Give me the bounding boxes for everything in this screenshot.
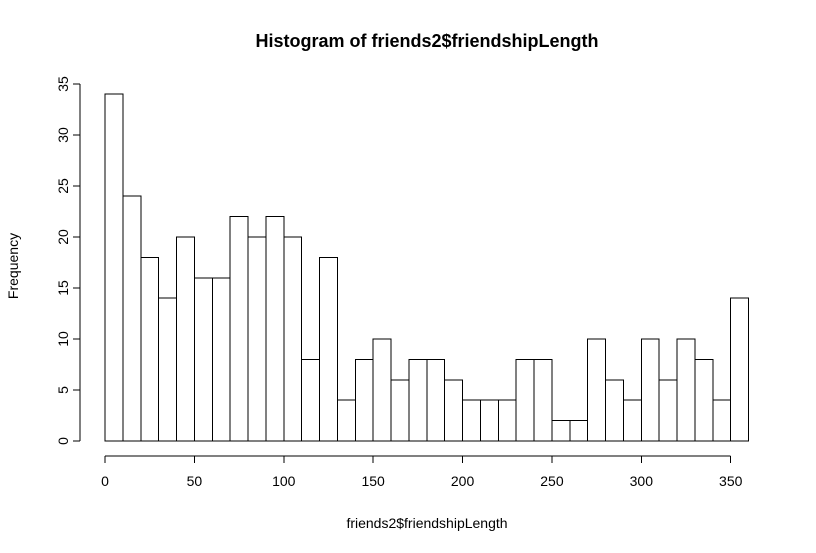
x-tick-label: 250 xyxy=(540,473,564,489)
y-tick-label: 25 xyxy=(55,178,71,194)
y-tick-label: 35 xyxy=(55,76,71,92)
x-tick-label: 350 xyxy=(719,473,743,489)
histogram-bar xyxy=(640,338,660,442)
histogram-bar xyxy=(319,256,338,442)
y-tick-label: 10 xyxy=(55,331,71,347)
histogram-bar xyxy=(569,420,589,442)
histogram-bar xyxy=(283,236,303,442)
histogram-bar xyxy=(694,358,714,442)
histogram-bar xyxy=(426,358,446,442)
histogram-bar xyxy=(408,358,428,442)
histogram-bar xyxy=(104,93,124,442)
histogram-bar xyxy=(676,338,696,442)
x-axis: 0 50 100 150 200 250 300 350 xyxy=(101,455,743,489)
histogram-bar xyxy=(336,399,356,442)
y-tick-label: 20 xyxy=(55,229,71,245)
histogram-bar xyxy=(730,297,750,442)
chart-title: Histogram of friends2$friendshipLength xyxy=(255,31,598,51)
y-tick-label: 15 xyxy=(55,280,71,296)
histogram-bar xyxy=(247,236,267,442)
y-tick-label: 0 xyxy=(55,437,71,445)
y-axis: 0 5 10 15 20 25 30 35 xyxy=(55,76,81,445)
y-axis-label: Frequency xyxy=(5,233,21,299)
histogram-bar xyxy=(479,399,499,442)
histogram-bar xyxy=(623,399,642,442)
x-tick-label: 300 xyxy=(630,473,654,489)
histogram-bar xyxy=(712,399,732,442)
histogram-bar xyxy=(193,277,213,442)
histogram-bar xyxy=(390,379,410,442)
histogram-bar xyxy=(176,236,195,442)
histogram-bar xyxy=(605,379,624,442)
histogram-bar xyxy=(551,420,571,442)
histogram-bar xyxy=(354,358,374,442)
histogram-bar xyxy=(122,195,142,442)
histogram-bar xyxy=(462,399,482,442)
histogram-bar xyxy=(533,358,553,442)
histogram-bar xyxy=(158,297,178,442)
bars-group xyxy=(104,93,750,442)
histogram-bar xyxy=(444,379,464,442)
y-tick-label: 30 xyxy=(55,127,71,143)
histogram-bar xyxy=(229,216,249,442)
histogram-bar xyxy=(372,338,392,442)
histogram-bar xyxy=(140,256,160,442)
y-tick-label: 5 xyxy=(55,386,71,394)
histogram-bar xyxy=(587,338,607,442)
x-tick-label: 50 xyxy=(187,473,203,489)
histogram-bar xyxy=(658,379,678,442)
histogram-bar xyxy=(497,399,517,442)
x-tick-label: 150 xyxy=(361,473,385,489)
histogram-bar xyxy=(301,358,321,442)
x-tick-label: 200 xyxy=(451,473,475,489)
histogram-bar xyxy=(515,358,535,442)
histogram-bar xyxy=(265,216,285,442)
x-tick-label: 0 xyxy=(101,473,109,489)
x-tick-label: 100 xyxy=(272,473,296,489)
histogram-bar xyxy=(211,277,231,442)
x-axis-label: friends2$friendshipLength xyxy=(346,515,507,531)
